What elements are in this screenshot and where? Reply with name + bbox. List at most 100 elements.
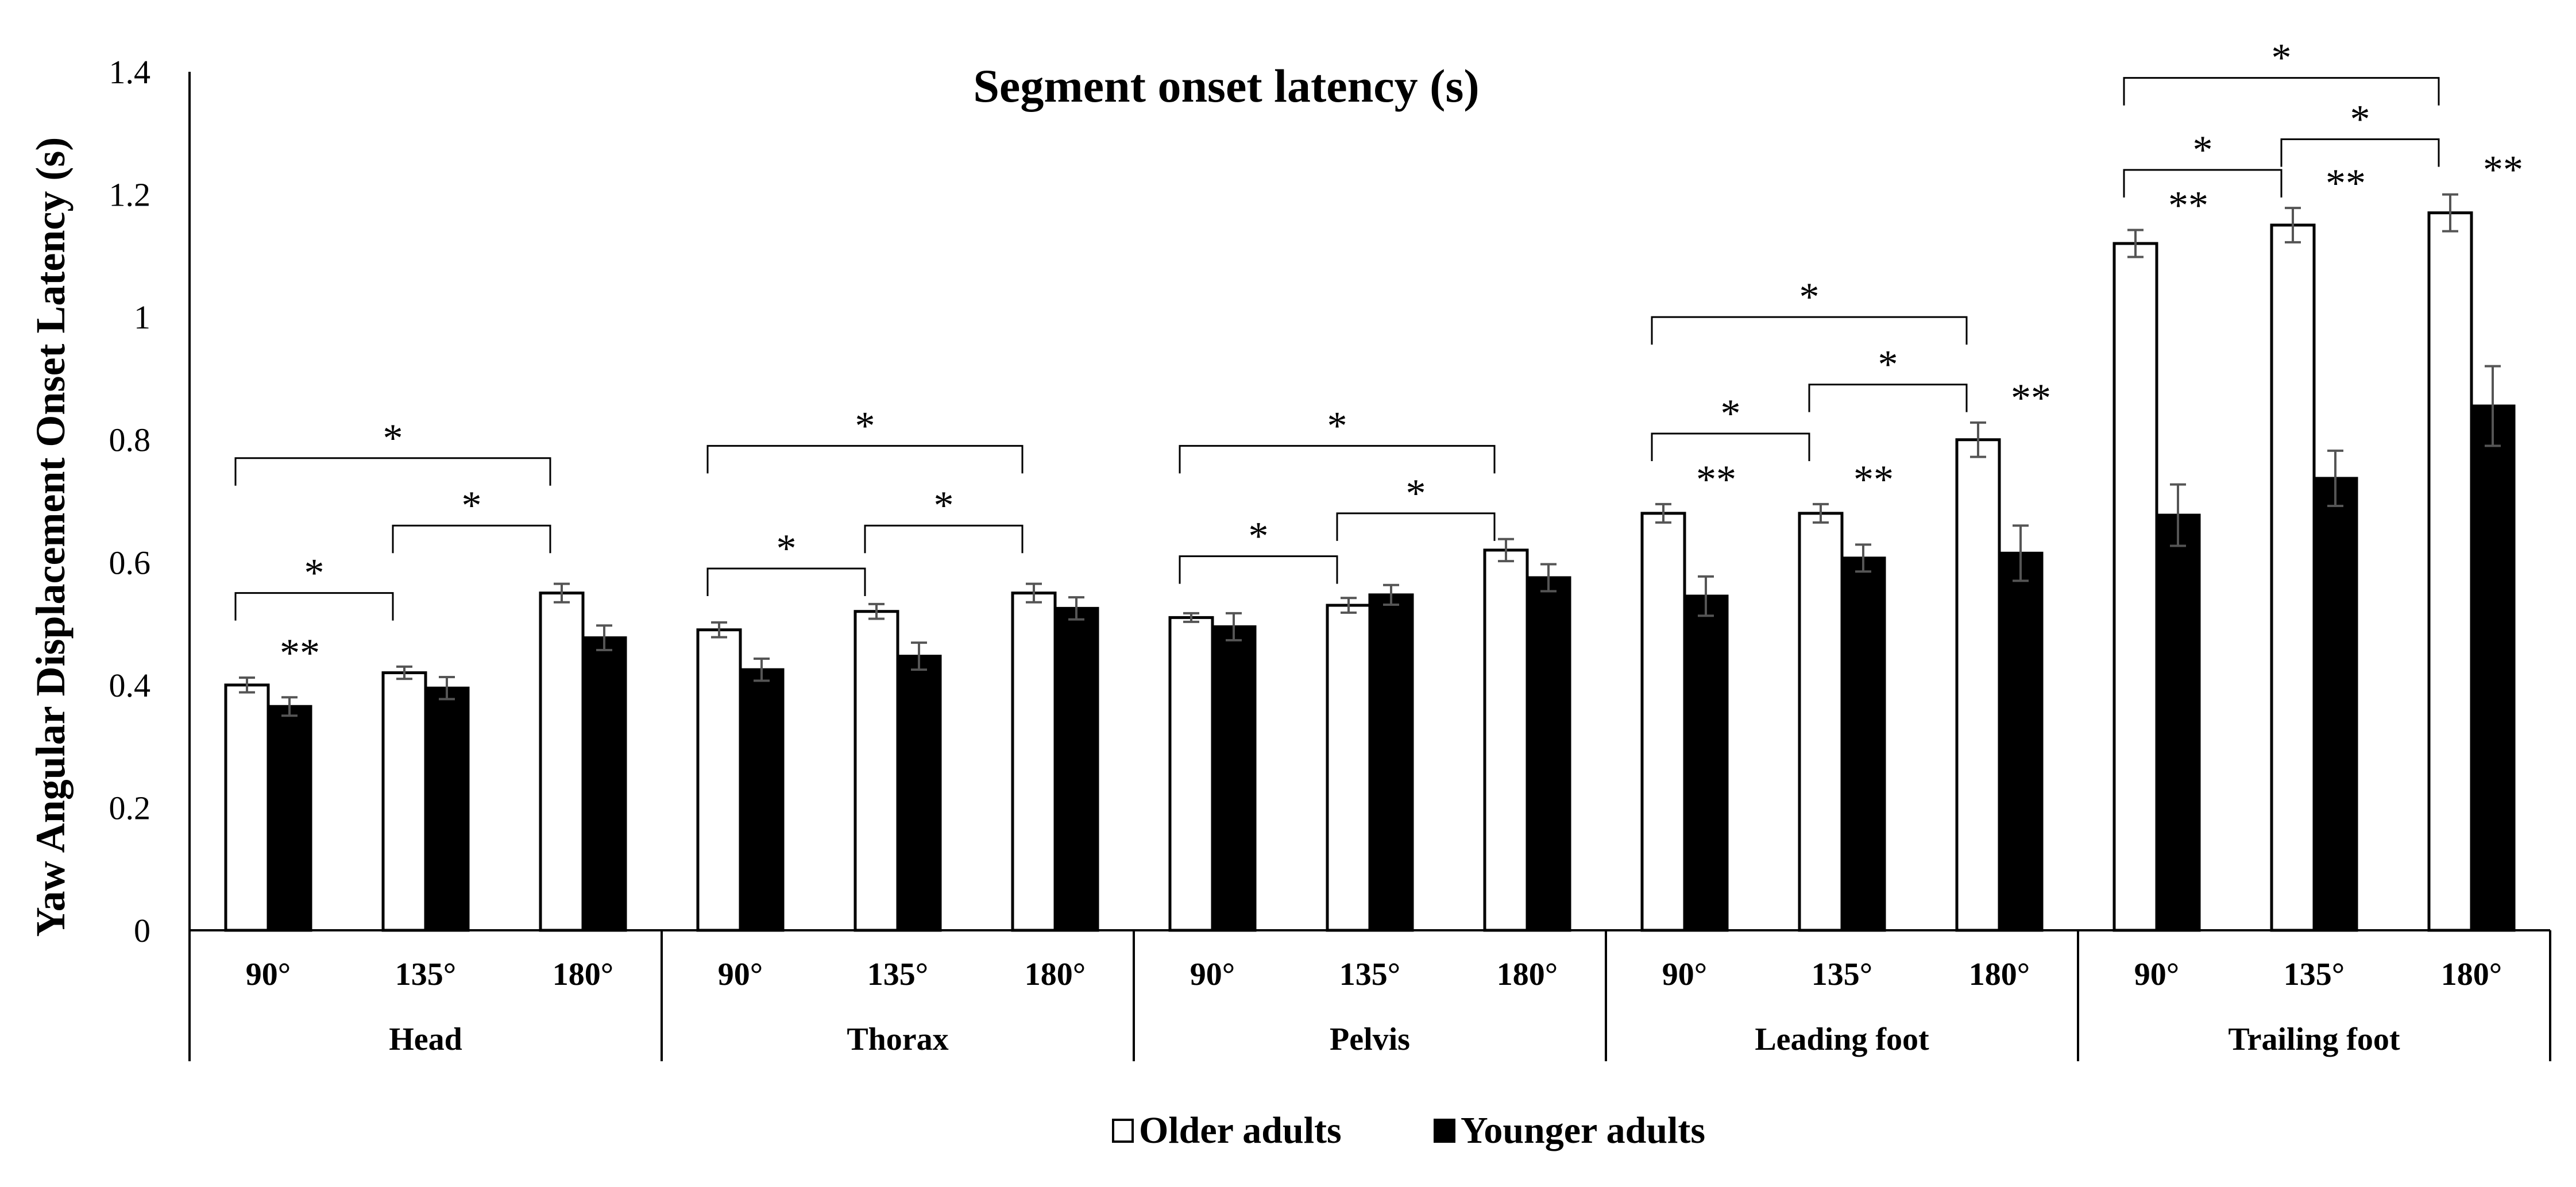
significance-double-star: ** [1853, 458, 1894, 502]
significance-bracket [864, 524, 1024, 554]
legend-swatch-younger-adults [1434, 1119, 1455, 1143]
bar-younger-adults [1998, 551, 2044, 932]
y-tick-label: 0.8 [109, 422, 151, 459]
significance-double-star: ** [2326, 161, 2366, 206]
significance-bracket [2280, 138, 2440, 167]
bar-older-adults [853, 610, 899, 932]
group-label: Head [389, 1022, 462, 1057]
legend-label-younger-adults: Younger adults [1461, 1109, 1705, 1151]
y-tick-label: 0.6 [109, 544, 151, 581]
bar-younger-adults [1368, 593, 1414, 932]
x-tick-label: 180° [1497, 957, 1558, 992]
y-tick-label: 0.2 [109, 789, 151, 826]
bar-older-adults [1955, 438, 2001, 932]
bar-younger-adults [739, 668, 785, 932]
significance-star: * [934, 484, 954, 528]
x-tick-label: 135° [395, 957, 456, 992]
bar-older-adults [1168, 616, 1214, 932]
bar-older-adults [539, 591, 585, 932]
significance-double-star: ** [280, 631, 320, 675]
significance-star: * [1799, 275, 1820, 319]
significance-bracket [1179, 555, 1338, 584]
significance-star: * [855, 404, 875, 448]
significance-bracket [706, 444, 1024, 474]
group-label: Trailing foot [2228, 1022, 2400, 1057]
significance-bracket [1651, 432, 1810, 462]
group-label: Pelvis [1330, 1022, 1410, 1057]
x-tick-label: 135° [1812, 957, 1872, 992]
significance-bracket [1808, 384, 1968, 412]
significance-bracket [1651, 316, 1968, 345]
bar-younger-adults [896, 655, 942, 932]
x-tick-label: 90° [718, 957, 763, 992]
significance-bracket [1336, 512, 1496, 541]
bar-older-adults [1798, 512, 1844, 932]
significance-star: * [383, 416, 403, 461]
significance-bracket [234, 457, 551, 486]
significance-bracket [2123, 77, 2440, 106]
x-tick-label: 180° [1025, 957, 1086, 992]
bar-younger-adults [1525, 576, 1571, 932]
bar-older-adults [1640, 512, 1686, 932]
bar-older-adults [2270, 223, 2316, 932]
x-tick-label: 135° [1339, 957, 1400, 992]
bar-older-adults [1326, 604, 1372, 932]
bar-older-adults [696, 628, 742, 932]
bar-older-adults [2112, 242, 2158, 932]
bar-younger-adults [424, 686, 470, 932]
significance-bracket [1179, 444, 1496, 474]
x-tick-label: 180° [553, 957, 613, 992]
bar-younger-adults [2470, 404, 2516, 932]
bar-younger-adults [581, 636, 627, 932]
significance-star: * [1249, 515, 1269, 559]
y-axis-label: Yaw Angular Displacement Onset Latency (… [28, 137, 74, 937]
significance-star: * [1721, 392, 1741, 436]
group-label: Thorax [847, 1022, 948, 1057]
y-tick-label: 0 [134, 912, 150, 949]
x-tick-label: 90° [1190, 957, 1235, 992]
significance-bracket [234, 592, 394, 621]
bar-older-adults [1011, 591, 1057, 932]
bar-older-adults [224, 683, 270, 932]
significance-double-star: ** [1696, 458, 1736, 502]
bar-younger-adults [1053, 606, 1099, 932]
significance-star: * [304, 551, 325, 596]
significance-star: * [2193, 128, 2213, 172]
significance-bracket [2123, 169, 2283, 198]
significance-bracket [392, 524, 551, 554]
significance-star: * [777, 527, 797, 571]
bar-younger-adults [1840, 556, 1886, 932]
y-tick-label: 1.4 [109, 53, 151, 91]
y-tick-label: 1.2 [109, 176, 151, 214]
chart-title: Segment onset latency (s) [973, 60, 1479, 112]
significance-star: * [462, 484, 482, 528]
legend-label-older-adults: Older adults [1139, 1109, 1342, 1151]
x-tick-label: 135° [867, 957, 928, 992]
significance-star: * [1327, 404, 1347, 448]
significance-star: * [1406, 471, 1426, 516]
bar-older-adults [381, 671, 427, 932]
significance-double-star: ** [2168, 184, 2208, 228]
significance-bracket [706, 567, 866, 596]
bar-younger-adults [2312, 477, 2358, 932]
y-tick-label: 0.4 [109, 667, 151, 704]
group-label: Leading foot [1755, 1022, 1929, 1057]
x-tick-label: 180° [1969, 957, 2030, 992]
bar-younger-adults [2155, 513, 2201, 932]
legend-swatch-older-adults [1112, 1119, 1134, 1143]
bar-younger-adults [267, 705, 312, 932]
bar-older-adults [2427, 211, 2473, 932]
bar-younger-adults [1683, 594, 1729, 932]
x-tick-label: 90° [1662, 957, 1707, 992]
x-tick-label: 90° [246, 957, 291, 992]
x-tick-label: 90° [2134, 957, 2179, 992]
significance-double-star: ** [2011, 376, 2051, 420]
significance-star: * [2350, 97, 2370, 141]
significance-double-star: ** [2483, 148, 2523, 192]
significance-star: * [2272, 36, 2292, 80]
bar-younger-adults [1211, 625, 1257, 932]
x-tick-label: 180° [2441, 957, 2502, 992]
x-tick-label: 135° [2284, 957, 2345, 992]
y-tick-label: 1 [134, 299, 150, 336]
